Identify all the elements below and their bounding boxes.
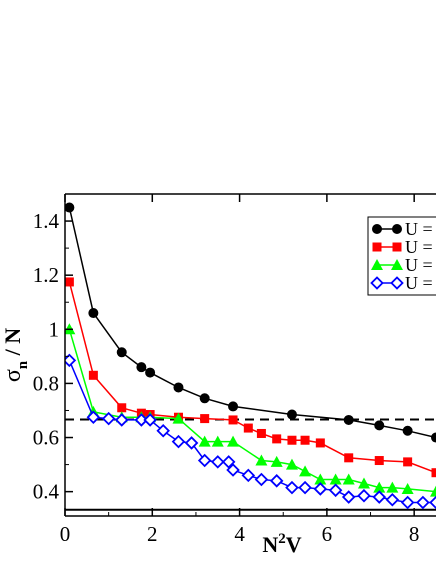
y-tick-label: 1 (49, 317, 60, 341)
data-point (315, 483, 326, 494)
data-point (256, 474, 267, 485)
data-point (330, 485, 341, 496)
data-point (271, 475, 282, 486)
x-tick-label: 4 (234, 522, 245, 546)
data-point (229, 402, 238, 411)
x-tick-label: 6 (322, 522, 333, 546)
data-point (403, 426, 412, 435)
data-point (402, 497, 413, 508)
y-axis-title: σn / N (0, 328, 31, 382)
data-point (316, 438, 325, 447)
x-axis-title-suffix: V (286, 532, 302, 557)
data-point (344, 453, 353, 462)
data-point (432, 433, 436, 442)
legend-label: U = (405, 273, 433, 293)
data-point (137, 363, 146, 372)
data-point (375, 421, 384, 430)
x-axis-title-superscript: 2 (278, 531, 286, 547)
legend-marker (393, 225, 402, 234)
data-point (257, 429, 266, 438)
y-axis-title-base: σ (0, 369, 26, 382)
data-point (89, 309, 98, 318)
y-tick-label: 0.6 (33, 426, 59, 450)
series-2 (65, 277, 436, 477)
data-point (299, 465, 311, 476)
x-tick-label: 8 (409, 522, 420, 546)
legend-label: U = (405, 237, 433, 257)
y-tick-label: 1.4 (33, 209, 60, 233)
legend-label: U = (405, 219, 433, 239)
data-point (431, 497, 436, 508)
data-point (173, 436, 184, 447)
data-point (300, 482, 311, 493)
data-point (243, 470, 254, 481)
data-point (375, 456, 384, 465)
series-line (69, 282, 436, 473)
x-axis-title: N2V (262, 531, 301, 557)
y-tick-label: 0.4 (33, 480, 60, 504)
data-point (200, 394, 209, 403)
data-point (146, 368, 155, 377)
data-point (200, 414, 209, 423)
data-point (272, 434, 281, 443)
data-point (229, 415, 238, 424)
legend-marker (373, 225, 382, 234)
data-point (65, 203, 74, 212)
data-point (89, 371, 98, 380)
legend-label: U = (405, 255, 433, 275)
y-tick-label: 0.8 (33, 371, 59, 395)
data-point (287, 436, 296, 445)
x-tick-label: 0 (60, 522, 71, 546)
data-point (358, 490, 369, 501)
data-point (255, 455, 267, 466)
data-point (199, 455, 210, 466)
y-ticks: 0.4 0.6 0.8 1 1.2 1.4 (33, 209, 73, 504)
data-point (286, 482, 297, 493)
data-point (212, 456, 223, 467)
data-point (117, 403, 126, 412)
data-point (344, 415, 353, 424)
y-axis-title-suffix: / N (0, 328, 25, 361)
data-point (301, 436, 310, 445)
data-point (343, 492, 354, 503)
data-point (65, 277, 74, 286)
data-point (432, 468, 436, 477)
data-point (403, 457, 412, 466)
data-point (417, 497, 428, 508)
x-tick-label: 2 (147, 522, 158, 546)
legend: U =U =U =U = (368, 217, 436, 295)
legend-marker (393, 243, 402, 252)
data-point (374, 492, 385, 503)
legend-marker (373, 243, 382, 252)
x-axis-title-base: N (262, 532, 278, 557)
data-point (387, 494, 398, 505)
data-point (287, 410, 296, 419)
data-point (244, 424, 253, 433)
data-point (174, 383, 183, 392)
y-tick-label: 1.2 (33, 263, 59, 287)
data-point (117, 348, 126, 357)
